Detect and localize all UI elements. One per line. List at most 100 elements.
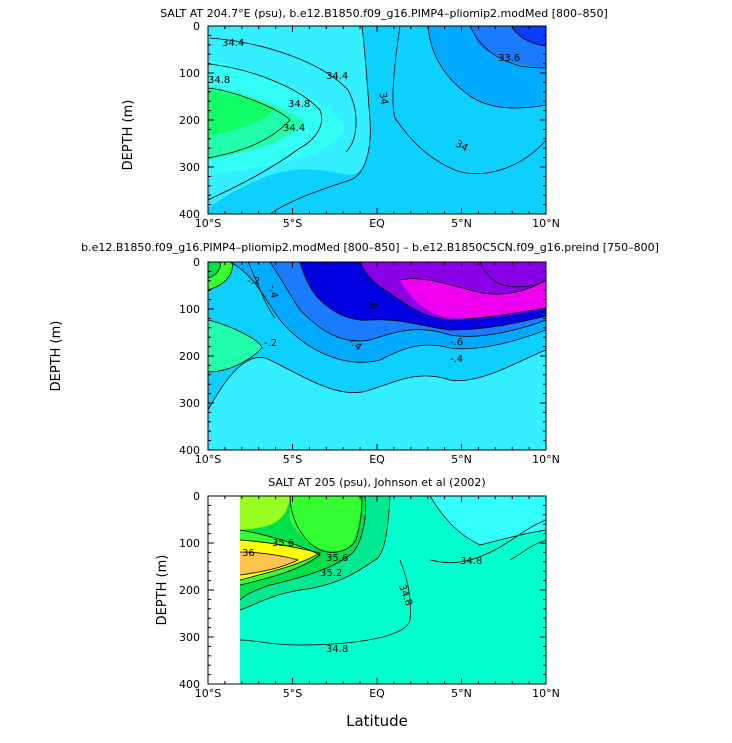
p1-contour-g [469,26,546,69]
p1-contour-b [208,63,322,201]
p1-clabel-5: 34 [376,91,389,105]
p2-ytick-label: 0 [193,256,200,269]
p3-clabel-1: 36 [242,548,255,559]
p1-contour-e [427,26,546,109]
p2-xtick-label: 5°S [283,453,302,466]
p3-contour-j [509,539,546,561]
p2-clabel-5: -.6 [450,337,463,348]
p2-contour-h [208,262,233,291]
p2-fill-p00 [208,320,262,372]
p1-xtick-label: EQ [369,217,385,230]
p3-xtick-label: 10°N [532,687,560,700]
p1-ytick-label: 300 [179,161,200,174]
panel-3: SALT AT 205 (psu), Johnson et al (2002) [155,476,547,730]
p3-contour-c [239,539,322,581]
p2-contour-b [269,262,546,342]
p2-xtick-label: 10°S [195,453,221,466]
p1-contour-f [392,26,546,175]
p2-ytick-label: 300 [179,397,200,410]
p1-fill-334 [512,26,546,46]
p2-ytick-label: 200 [179,350,200,363]
p1-clabel-7: 34 [453,139,469,155]
p3-contour-h [239,559,411,646]
p1-clabel-4: 34.4 [283,123,305,134]
p1-contour-labels: 34.4 34.8 34.4 34.8 34.4 34 33.6 34 [208,38,520,154]
p3-xtick-label: 5°N [451,687,472,700]
p1-ytick-label: 100 [179,67,200,80]
p2-contour-g [208,349,546,411]
p1-clabel-3: 34.8 [288,99,310,110]
p3-xtick-label: 5°S [283,687,302,700]
p3-clabel-3: 35.2 [320,568,342,579]
p2-ytick-label: 400 [179,444,200,457]
panel-1-fill [208,26,546,214]
p3-fill-356 [240,496,290,530]
p2-contour-k [247,262,276,319]
p1-ytick-label: 200 [179,114,200,127]
p1-contour-h [511,26,546,47]
p2-contour-c [299,262,546,331]
p2-contour-j [208,319,263,373]
p2-contour-f [479,262,546,288]
p3-clabel-5: 34.8 [460,556,482,567]
p3-fill-360 [240,552,298,575]
panel-1-title: SALT AT 204.7°E (psu), b.e12.B1850.f09_g… [160,7,608,20]
p2-fill-m10b [480,262,546,287]
panel-2-ylabel: DEPTH (m) [49,321,64,392]
p3-contour-labels: 35.6 36 35.6 35.2 34.8 34.8 34.8 [242,538,482,655]
p2-clabel-2: -.2 [264,338,277,349]
p3-ytick-label: 300 [179,631,200,644]
p2-clabel-6: -.4 [450,354,463,365]
p1-xtick-label: 5°N [451,217,472,230]
p1-contour-d [269,26,371,214]
p2-contour-i [208,262,221,279]
p3-contour-f [239,496,391,611]
p1-clabel-2: 34.4 [326,71,348,82]
p1-clabel-0: 34.4 [222,38,244,49]
p3-contour-i [429,519,546,564]
p1-xtick-label: 10°S [195,217,221,230]
p2-contour-a [229,262,546,363]
p3-ytick-label: 0 [193,490,200,503]
p2-contour-e [399,278,546,295]
p2-contour-d [359,262,546,321]
p3-xtick-label: EQ [369,687,385,700]
p3-contour-d [239,551,300,576]
p2-xtick-label: 5°N [451,453,472,466]
p3-xtick-label: 10°S [195,687,221,700]
p3-ytick-label: 100 [179,537,200,550]
panel-1-ylabel: DEPTH (m) [121,100,136,171]
p1-ytick-label: 400 [179,208,200,221]
panel-1: SALT AT 204.7°E (psu), b.e12.B1850.f09_g… [121,7,608,215]
panel-3-xlabel: Latitude [346,712,408,730]
p1-xtick-label: 10°N [532,217,560,230]
p2-fill-m12 [400,278,546,319]
p1-contour-a [209,37,357,153]
p2-ytick-label: 100 [179,303,200,316]
panel-3-fill [240,496,546,684]
p2-clabel-0: -.2 [247,276,260,287]
p3-clabel-2: 35.6 [326,553,348,564]
p3-ytick-label: 400 [179,678,200,691]
p2-xtick-label: 10°N [532,453,560,466]
p3-contour-e [239,496,367,601]
p2-contour-labels: -.2 -.4 -.2 -.4 -.6 -.6 -.4 [247,276,463,365]
p3-contours [239,496,546,646]
panel-3-ylabel: DEPTH (m) [155,555,170,626]
p2-clabel-1: -.4 [266,284,279,299]
p2-contours [208,262,546,411]
p3-clabel-0: 35.6 [272,538,294,549]
p2-clabel-4: -.6 [364,295,379,311]
p1-fill-35b [208,90,275,136]
p2-xtick-label: EQ [369,453,385,466]
p1-clabel-1: 34.8 [208,75,230,86]
p1-clabel-6: 33.6 [498,53,520,64]
p3-contour-a [289,496,363,553]
p3-contour-b [239,529,321,586]
panel-2: b.e12.B1850.f09_g16.PIMP4–pliomip2.modMe… [49,241,659,451]
panel-2-fill [208,262,546,450]
panel-2-title: b.e12.B1850.f09_g16.PIMP4–pliomip2.modMe… [81,241,659,254]
p1-xtick-label: 5°S [283,217,302,230]
